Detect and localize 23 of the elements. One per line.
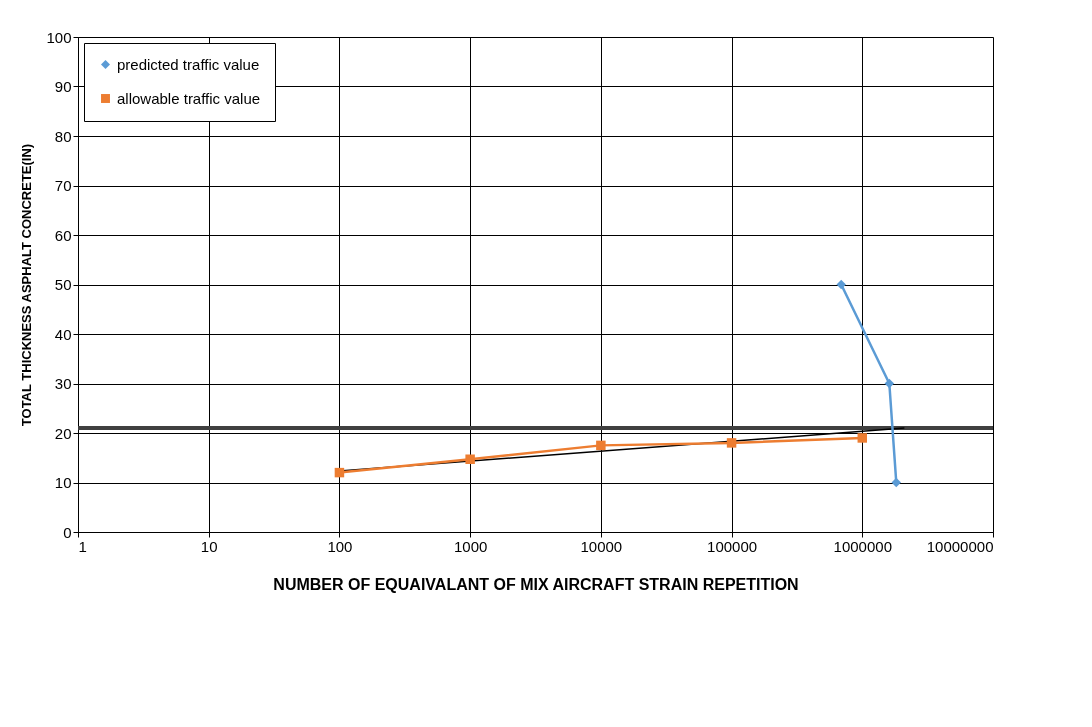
- legend-label: predicted traffic value: [117, 55, 260, 73]
- y-axis-title: TOTAL THICKNESS ASPHALT CONCRETE(IN): [19, 143, 35, 427]
- y-tick-label: 50: [54, 276, 72, 293]
- y-tick-label: 70: [54, 177, 72, 194]
- y-tick-label: 30: [54, 375, 72, 392]
- x-axis-title: NUMBER OF EQUAIVALANT OF MIX AIRCRAFT STRAIN REPETITION: [273, 575, 799, 593]
- y-tick-label: 80: [54, 127, 72, 145]
- x-tick-label: 10000000: [926, 537, 994, 555]
- x-tick-label: 10000: [580, 537, 623, 555]
- x-tick-label: 100000: [707, 537, 758, 555]
- x-tick-label: 1: [78, 537, 87, 555]
- y-tick-label: 40: [54, 325, 72, 343]
- y-tick-label: 90: [54, 78, 72, 95]
- y-tick-label: 60: [54, 226, 72, 244]
- y-tick-label: 10: [54, 474, 72, 491]
- legend-label: allowable traffic value: [117, 89, 261, 107]
- y-tick-label: 0: [63, 523, 72, 541]
- x-tick-label: 1000000: [833, 537, 892, 555]
- x-tick-label: 1000: [453, 537, 488, 555]
- x-tick-label: 10: [200, 537, 218, 555]
- x-tick-label: 100: [327, 537, 353, 555]
- y-tick-label: 20: [54, 424, 72, 442]
- y-tick-label: 100: [46, 28, 72, 46]
